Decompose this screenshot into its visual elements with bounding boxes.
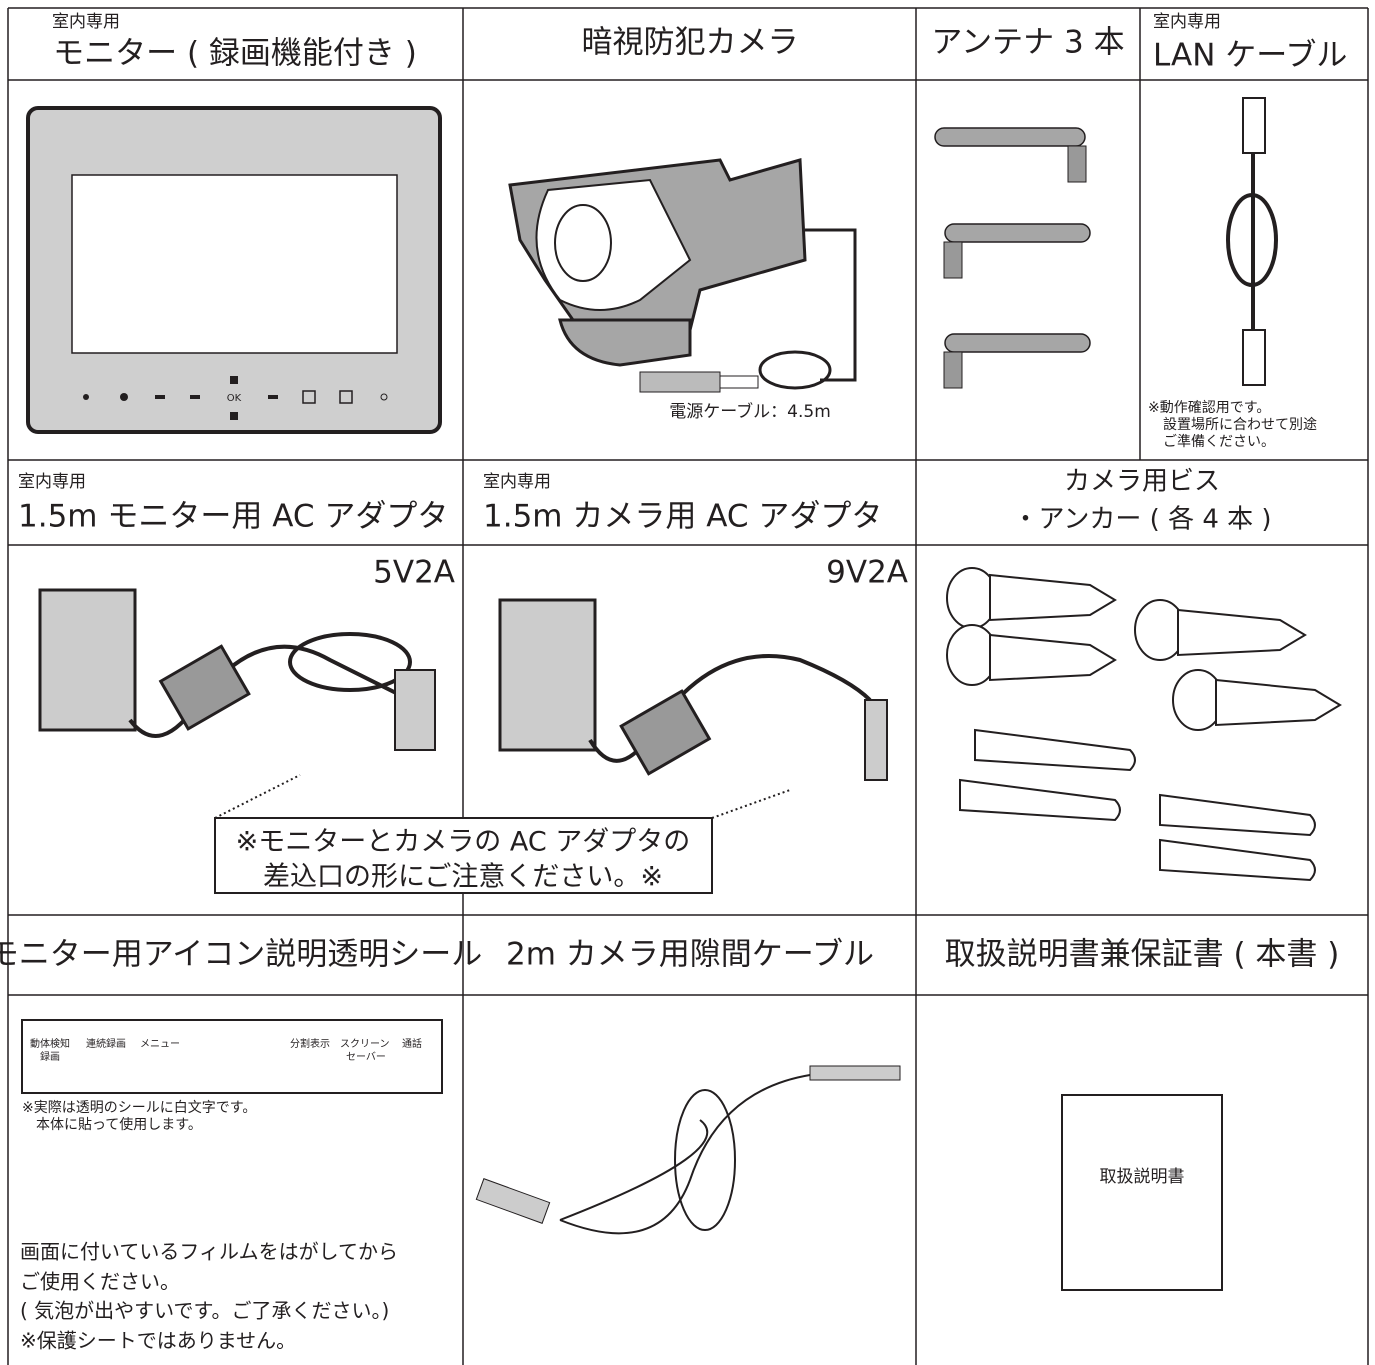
sticker-label: セーバー: [346, 1051, 386, 1063]
item-title: 1.5m カメラ用 AC アダプタ: [483, 499, 882, 535]
item-title: 暗視防犯カメラ: [582, 25, 799, 61]
sticker-label: 通話: [402, 1037, 422, 1050]
illustrations: [21, 97, 1342, 1291]
film-note: ※保護シートではありません。: [20, 1329, 296, 1353]
item-title: モニター ( 録画機能付き ): [53, 36, 417, 72]
cable-label: 電源ケーブル：4.5m: [669, 401, 831, 422]
item-title: 1.5m モニター用 AC アダプタ: [18, 499, 448, 535]
notice: ※モニターとカメラの AC アダプタの: [236, 827, 691, 858]
note: ※動作確認用です。: [1148, 400, 1270, 416]
button-label: OK: [227, 393, 242, 404]
sticker-label: 録画: [40, 1050, 60, 1063]
note: 室内専用: [18, 472, 86, 492]
item-title: LAN ケーブル: [1153, 38, 1347, 74]
item-title: 取扱説明書兼保証書 ( 本書 ): [945, 937, 1340, 973]
grid: [7, 7, 1369, 1365]
sticker-label: スクリーン: [340, 1038, 390, 1050]
note: 室内専用: [1153, 12, 1221, 32]
note: 室内専用: [483, 472, 551, 492]
spec: 9V2A: [826, 555, 908, 591]
texts: 室内専用 モニター ( 録画機能付き ) 暗視防犯カメラ アンテナ 3 本 室内…: [0, 12, 1347, 1353]
item-title: モニター用アイコン説明透明シール: [0, 937, 482, 973]
sticker-label: メニュー: [140, 1039, 180, 1050]
notice: 差込口の形にご注意ください。※: [263, 862, 663, 893]
note: 室内専用: [52, 12, 120, 32]
item-title: ・アンカー ( 各 4 本 ): [1012, 505, 1271, 535]
sticker-label: 動体検知: [30, 1037, 70, 1050]
item-title: アンテナ 3 本: [931, 25, 1124, 61]
item-title: 2m カメラ用隙間ケーブル: [506, 937, 874, 973]
note: ご準備ください。: [1163, 434, 1275, 450]
manual-label: 取扱説明書: [1100, 1167, 1185, 1187]
sticker-label: 連続録画: [86, 1037, 126, 1050]
item-title: カメラ用ビス: [1064, 467, 1220, 497]
film-note: ( 気泡が出やすいです。ご了承ください。): [20, 1299, 389, 1323]
spec: 5V2A: [373, 555, 455, 591]
film-note: ご使用ください。: [20, 1270, 180, 1294]
sticker-label: 分割表示: [290, 1037, 330, 1050]
note: ※実際は透明のシールに白文字です。: [22, 1100, 256, 1116]
note: 本体に貼って使用します。: [36, 1116, 202, 1133]
film-note: 画面に付いているフィルムをはがしてから: [20, 1240, 398, 1264]
note: 設置場所に合わせて別途: [1163, 416, 1317, 433]
